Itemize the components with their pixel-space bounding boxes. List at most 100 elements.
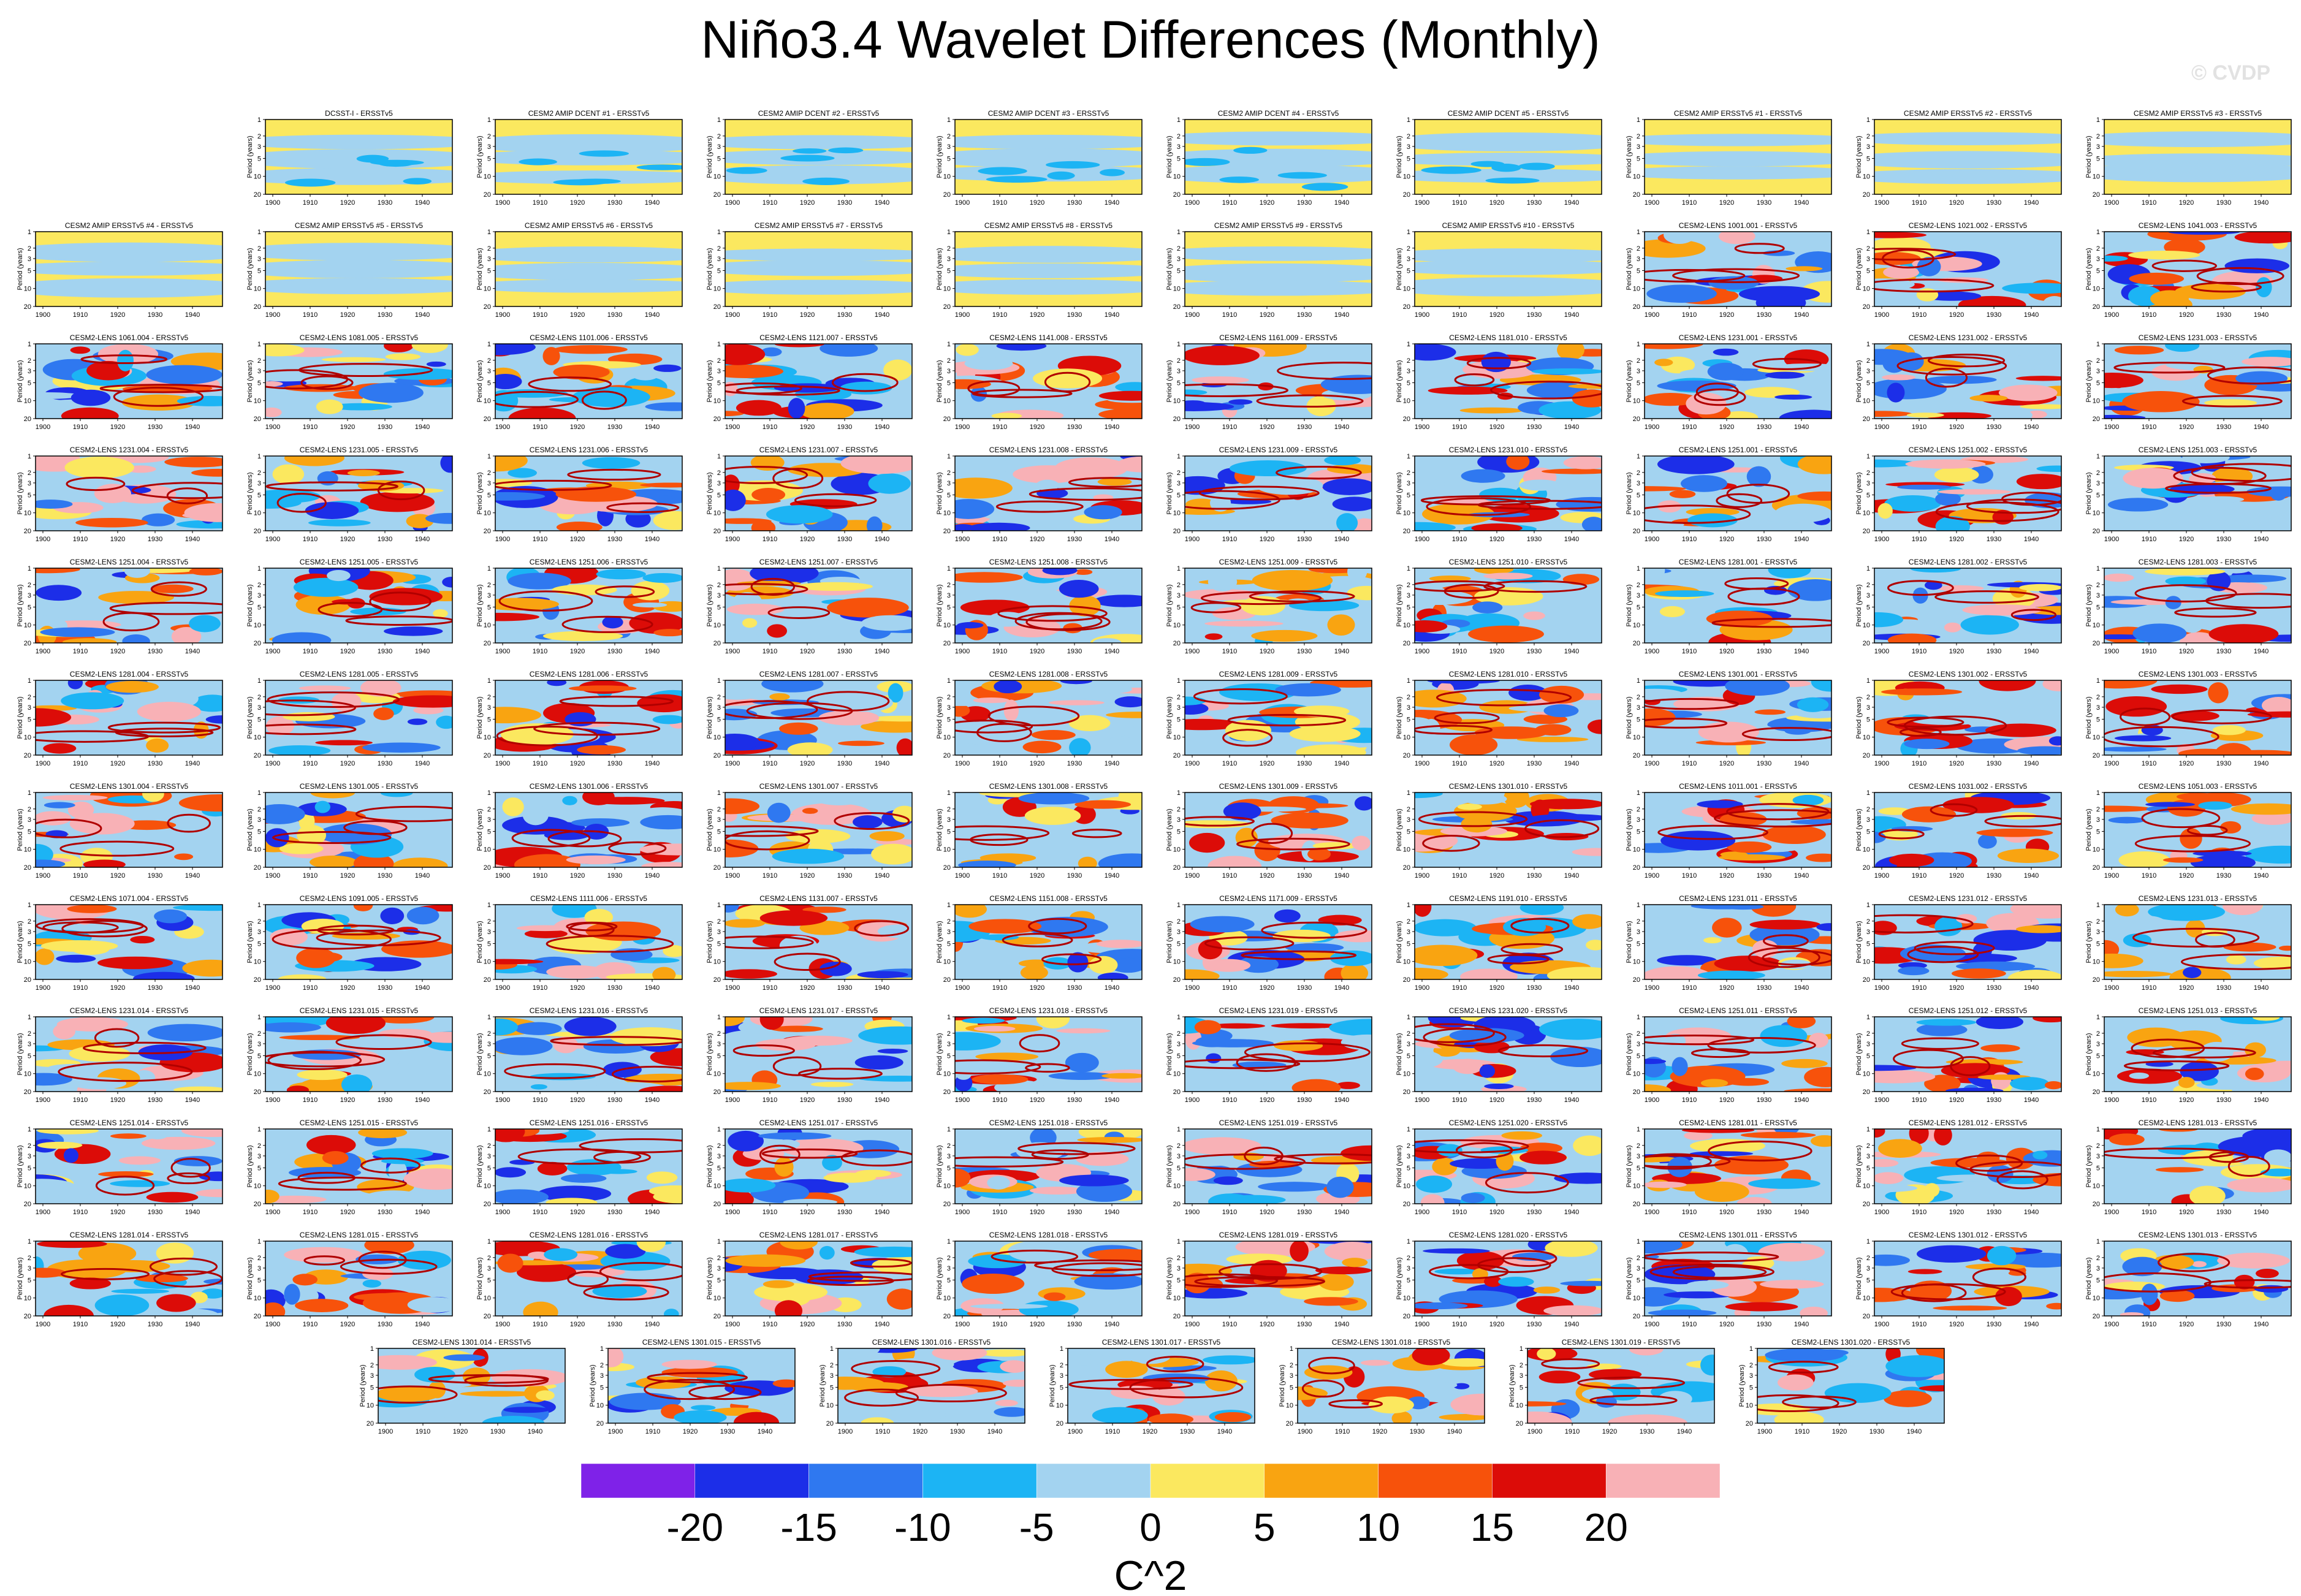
contour-blob <box>1587 719 1602 734</box>
panel-title: CESM2-LENS 1251.010 - ERSSTv5 <box>1449 558 1568 566</box>
y-axis-label: Period (years) <box>1855 696 1863 739</box>
x-tick-label: 1920 <box>800 311 815 319</box>
significance-contour <box>517 1148 642 1165</box>
contour-blob <box>2208 624 2279 643</box>
contour-blob <box>869 830 905 842</box>
contour-blob <box>174 853 194 861</box>
contour-blob <box>877 1048 908 1054</box>
y-tick-label: 3 <box>717 592 721 599</box>
y-tick-label: 20 <box>2093 976 2100 984</box>
contour-blob <box>840 381 892 395</box>
contour-blob <box>411 683 447 691</box>
x-tick-label: 1920 <box>340 1096 355 1104</box>
significance-contour <box>1752 357 1822 370</box>
y-tick-label: 5 <box>2096 267 2100 275</box>
contour-blob <box>1898 966 1930 976</box>
significance-contour <box>297 1171 356 1184</box>
contour-blob <box>1530 814 1602 822</box>
y-tick-label: 1 <box>2096 1126 2100 1133</box>
contour-blob <box>1700 1079 1729 1087</box>
contour-blob <box>371 1148 433 1159</box>
y-tick-label: 10 <box>943 734 951 742</box>
panel-frame <box>2104 680 2292 756</box>
y-tick-label: 1 <box>717 789 721 797</box>
y-tick-label: 1 <box>1866 116 1870 124</box>
y-tick-label: 10 <box>24 846 31 854</box>
contour-blob <box>725 798 760 815</box>
contour-blob <box>888 683 903 703</box>
y-tick-label: 1 <box>1177 116 1181 124</box>
wavelet-panel: CESM2 AMIP ERSSTv5 #2 - ERSSTv512351020P… <box>1855 109 2062 207</box>
wavelet-panel: CESM2-LENS 1281.006 - ERSSTv512351020Per… <box>476 670 683 767</box>
panel-frame <box>1874 792 2062 868</box>
y-tick-label: 1 <box>717 341 721 348</box>
y-tick-label: 5 <box>2096 604 2100 611</box>
significance-contour <box>166 487 208 504</box>
y-tick-label: 20 <box>1173 416 1181 423</box>
x-tick-label: 1940 <box>2254 536 2269 543</box>
contour-blob <box>1563 456 1602 469</box>
y-tick-label: 10 <box>484 846 491 854</box>
contour-blob <box>802 808 818 814</box>
y-tick-label: 10 <box>1633 959 1640 966</box>
y-tick-label: 1 <box>487 1014 491 1021</box>
significance-contour <box>774 952 841 971</box>
y-tick-label: 20 <box>943 752 951 759</box>
x-tick-label: 1930 <box>1527 984 1542 992</box>
panel-contours <box>1415 248 1602 297</box>
x-tick-label: 1920 <box>340 648 355 655</box>
y-tick-label: 1 <box>947 453 951 460</box>
y-tick-label: 3 <box>1637 1041 1640 1048</box>
x-tick-label: 1920 <box>110 648 125 655</box>
contour-blob <box>265 407 282 417</box>
x-tick-label: 1910 <box>1682 199 1697 207</box>
x-tick-label: 1930 <box>607 1096 622 1104</box>
contour-blob <box>1084 505 1122 520</box>
x-tick-label: 1920 <box>1260 872 1274 880</box>
contour-blob <box>1874 232 1927 238</box>
contour-blob <box>2208 682 2229 704</box>
contour-blob <box>1586 940 1602 951</box>
panel-contours <box>1185 568 1372 643</box>
y-tick-label: 2 <box>28 1030 31 1038</box>
contour-blob <box>1461 793 1507 805</box>
contour-blob <box>2015 376 2061 381</box>
x-tick-label: 1900 <box>1185 760 1200 767</box>
significance-contour <box>1899 728 1942 737</box>
y-tick-label: 3 <box>257 592 261 599</box>
y-tick-label: 3 <box>947 816 951 824</box>
contour-blob <box>1882 374 1916 381</box>
contour-blob <box>1874 1159 1899 1168</box>
x-tick-label: 1940 <box>1105 199 1119 207</box>
significance-contour <box>2123 1060 2230 1071</box>
significance-contour <box>1434 712 1500 724</box>
y-tick-label: 3 <box>2096 368 2100 375</box>
x-tick-label: 1900 <box>36 648 50 655</box>
significance-contour <box>102 612 160 632</box>
y-tick-label: 3 <box>257 1041 261 1048</box>
panel-title: CESM2-LENS 1231.008 - ERSSTv5 <box>989 446 1108 454</box>
y-tick-label: 2 <box>28 1142 31 1150</box>
x-tick-label: 1910 <box>992 311 1007 319</box>
contour-blob <box>36 242 222 262</box>
y-tick-label: 1 <box>1407 789 1410 797</box>
significance-contour <box>2165 483 2272 494</box>
y-tick-label: 1 <box>28 453 31 460</box>
contour-blob <box>495 246 682 263</box>
wavelet-panel: CESM2-LENS 1281.009 - ERSSTv512351020Per… <box>1166 670 1372 767</box>
x-tick-label: 1910 <box>763 648 777 655</box>
panel-frame <box>2104 455 2292 531</box>
contour-blob <box>1474 726 1548 739</box>
y-tick-label: 1 <box>2096 116 2100 124</box>
y-tick-label: 10 <box>484 734 491 742</box>
contour-blob <box>1687 513 1738 528</box>
x-tick-label: 1920 <box>340 199 355 207</box>
y-tick-label: 5 <box>947 379 951 387</box>
y-tick-label: 20 <box>2093 1089 2100 1096</box>
contour-blob <box>1092 638 1122 643</box>
contour-blob <box>1672 1057 1688 1076</box>
contour-blob <box>1877 503 1893 519</box>
x-tick-label: 1910 <box>2142 1096 2156 1104</box>
panel-title: CESM2 AMIP ERSSTv5 #8 - ERSSTv5 <box>984 221 1113 230</box>
y-axis-label: Period (years) <box>1396 135 1403 178</box>
